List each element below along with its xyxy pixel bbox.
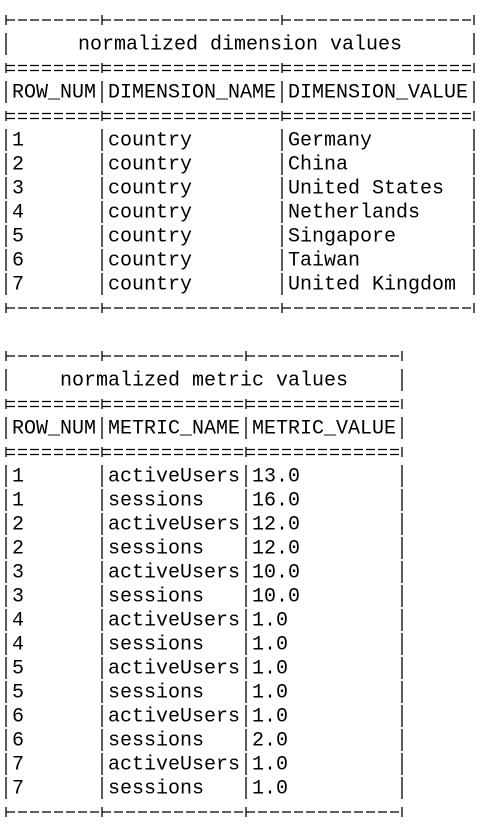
table-cell: Taiwan <box>288 249 360 272</box>
table-cell: United States <box>288 177 444 200</box>
column-header: DIMENSION_VALUE <box>288 81 468 104</box>
table-cell: activeUsers <box>108 609 240 632</box>
table-cell: 1.0 <box>252 705 288 728</box>
table-cell: Netherlands <box>288 201 420 224</box>
table-cell: 7 <box>12 777 24 800</box>
column-header: METRIC_NAME <box>108 417 240 440</box>
table-cell: 13.0 <box>252 465 300 488</box>
table-cell: 12.0 <box>252 537 300 560</box>
table-cell: country <box>108 201 192 224</box>
table-cell: 3 <box>12 585 24 608</box>
table-cell: activeUsers <box>108 465 240 488</box>
table-cell: country <box>108 153 192 176</box>
table-cell: 2 <box>12 153 24 176</box>
table-cell: 2 <box>12 537 24 560</box>
table-cell: sessions <box>108 489 204 512</box>
table-cell: sessions <box>108 681 204 704</box>
table-cell: 7 <box>12 273 24 296</box>
table-cell: activeUsers <box>108 705 240 728</box>
table-cell: 1.0 <box>252 609 288 632</box>
table-cell: 1.0 <box>252 633 288 656</box>
table-cell: Singapore <box>288 225 396 248</box>
table-cell: China <box>288 153 348 176</box>
table-cell: country <box>108 177 192 200</box>
column-header: METRIC_VALUE <box>252 417 396 440</box>
table-title: normalized dimension values <box>78 33 402 56</box>
table-cell: 7 <box>12 753 24 776</box>
table-cell: 6 <box>12 705 24 728</box>
table-cell: country <box>108 225 192 248</box>
table-cell: country <box>108 129 192 152</box>
table-cell: 5 <box>12 225 24 248</box>
table-cell: 16.0 <box>252 489 300 512</box>
table-title: normalized metric values <box>60 369 348 392</box>
table-cell: 1 <box>12 129 24 152</box>
table-cell: sessions <box>108 729 204 752</box>
table-cell: 6 <box>12 729 24 752</box>
table-cell: 6 <box>12 249 24 272</box>
column-header: ROW_NUM <box>12 81 96 104</box>
table-cell: 1.0 <box>252 657 288 680</box>
table-cell: country <box>108 249 192 272</box>
table-cell: 3 <box>12 561 24 584</box>
table-cell: 1.0 <box>252 777 288 800</box>
table-cell: 3 <box>12 177 24 200</box>
table-cell: sessions <box>108 537 204 560</box>
table-cell: 5 <box>12 681 24 704</box>
table-cell: 5 <box>12 657 24 680</box>
table-cell: 10.0 <box>252 561 300 584</box>
table-cell: activeUsers <box>108 513 240 536</box>
table-cell: sessions <box>108 777 204 800</box>
table-cell: 12.0 <box>252 513 300 536</box>
table-cell: Germany <box>288 129 372 152</box>
table-cell: 2.0 <box>252 729 288 752</box>
table-cell: 4 <box>12 609 24 632</box>
column-header: ROW_NUM <box>12 417 96 440</box>
table-cell: country <box>108 273 192 296</box>
table-cell: 1 <box>12 465 24 488</box>
table-cell: United Kingdom <box>288 273 456 296</box>
table-cell: 10.0 <box>252 585 300 608</box>
table-cell: sessions <box>108 585 204 608</box>
table-cell: activeUsers <box>108 561 240 584</box>
table-cell: 2 <box>12 513 24 536</box>
column-header: DIMENSION_NAME <box>108 81 276 104</box>
table-cell: activeUsers <box>108 753 240 776</box>
table-cell: 4 <box>12 201 24 224</box>
table-cell: 1.0 <box>252 753 288 776</box>
table-cell: 1.0 <box>252 681 288 704</box>
table-cell: sessions <box>108 633 204 656</box>
table-cell: activeUsers <box>108 657 240 680</box>
table-cell: 1 <box>12 489 24 512</box>
table-cell: 4 <box>12 633 24 656</box>
